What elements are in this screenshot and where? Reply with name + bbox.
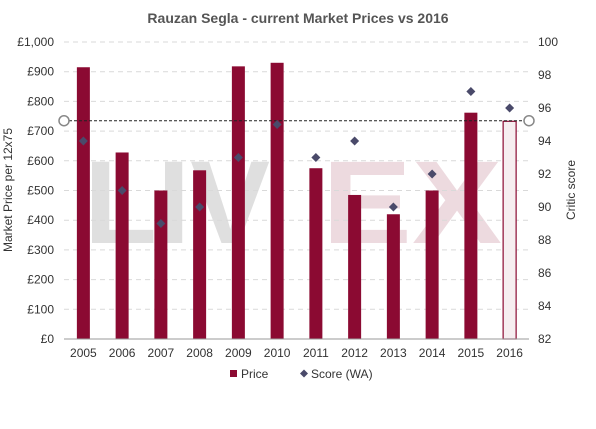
y-tick-label: £500 [27,184,54,198]
y2-tick-label: 88 [538,233,552,247]
x-tick-label: 2011 [303,346,329,360]
y-tick-label: £700 [27,124,54,138]
score-point-2011 [311,153,321,162]
bar-2011 [309,168,323,339]
reference-line-group [58,114,535,127]
legend-price-swatch [230,370,237,377]
x-tick-label: 2010 [264,346,291,360]
livex-watermark-logo: LIV EX [84,137,502,269]
y-tick-label: £100 [27,302,54,316]
y-tick-label: £900 [27,65,54,79]
reference-line-left-marker [58,114,70,127]
y2-tick-label: 84 [538,299,552,313]
x-tick-label: 2016 [496,346,523,360]
score-point-2013 [388,202,398,212]
y-tick-label: £200 [27,273,54,287]
bar-2008 [193,170,207,339]
y2-tick-label: 86 [538,266,552,280]
y2-tick-label: 98 [538,68,552,82]
score-point-2005 [78,136,88,146]
score-point-2007 [156,219,166,228]
y2-tick-label: 92 [538,167,552,181]
y-tick-label: £1,000 [17,35,54,49]
x-tick-label: 2015 [458,346,485,360]
legend: Price Score (WA) [230,367,373,381]
score-point-2014 [427,169,437,179]
bar-2016 [502,120,517,340]
score-point-2009 [233,153,243,162]
y-tick-label: £600 [27,154,54,168]
score-point-2015 [466,87,476,96]
y-tick-label: £300 [27,243,54,257]
y2-tick-label: 94 [538,134,552,148]
legend-score-label: Score (WA) [311,367,373,381]
x-tick-label: 2008 [186,346,213,360]
score-point-2006 [117,186,127,195]
y-axis-title: Market Price per 12x75 [1,128,15,252]
gridlines [64,41,529,310]
x-tick-label: 2009 [225,346,252,360]
bar-2014 [425,190,439,339]
y2-tick-label: 96 [538,101,552,115]
score-point-2016 [505,103,515,113]
x-tick-label: 2012 [341,346,368,360]
y2-tick-label: 82 [538,332,552,346]
x-tick-label: 2007 [148,346,175,360]
score-point-2008 [195,202,205,212]
x-tick-label: 2006 [109,346,136,360]
price-bars [76,62,517,340]
x-tick-label: 2005 [70,346,97,360]
score-point-2010 [272,120,282,129]
y-tick-label: £0 [41,332,55,346]
y-tick-label: £800 [27,94,54,108]
bar-2015 [464,112,478,339]
chart-title: Rauzan Segla - current Market Prices vs … [147,10,448,26]
y2-tick-label: 90 [538,200,552,214]
x-axis-ticks: 2005 2006 2007 2008 2009 2010 2011 2012 2013 2014… [70,346,523,360]
y2-tick-label: 100 [538,35,558,49]
right-axis-ticks: 82 84 86 88 90 92 94 96 98 100 [538,35,558,346]
legend-price-label: Price [241,367,269,381]
bar-2005 [76,67,90,340]
score-point-2012 [350,136,360,146]
bar-2013 [386,214,400,339]
bar-2006 [115,152,129,339]
bar-2010 [270,62,284,339]
x-tick-label: 2014 [419,346,446,360]
bar-2009 [231,66,245,339]
score-points [78,87,515,228]
bar-2012 [348,194,362,339]
legend-score-swatch [300,369,308,378]
y-tick-label: £400 [27,213,54,227]
y2-axis-title: Critic score [564,160,578,220]
reference-line-right-marker [523,114,535,127]
left-axis-ticks: £0 £100 £200 £300 £400 £500 £600 £700 £800 £900 £1… [17,35,54,346]
bar-2007 [154,190,168,339]
x-tick-label: 2013 [380,346,407,360]
